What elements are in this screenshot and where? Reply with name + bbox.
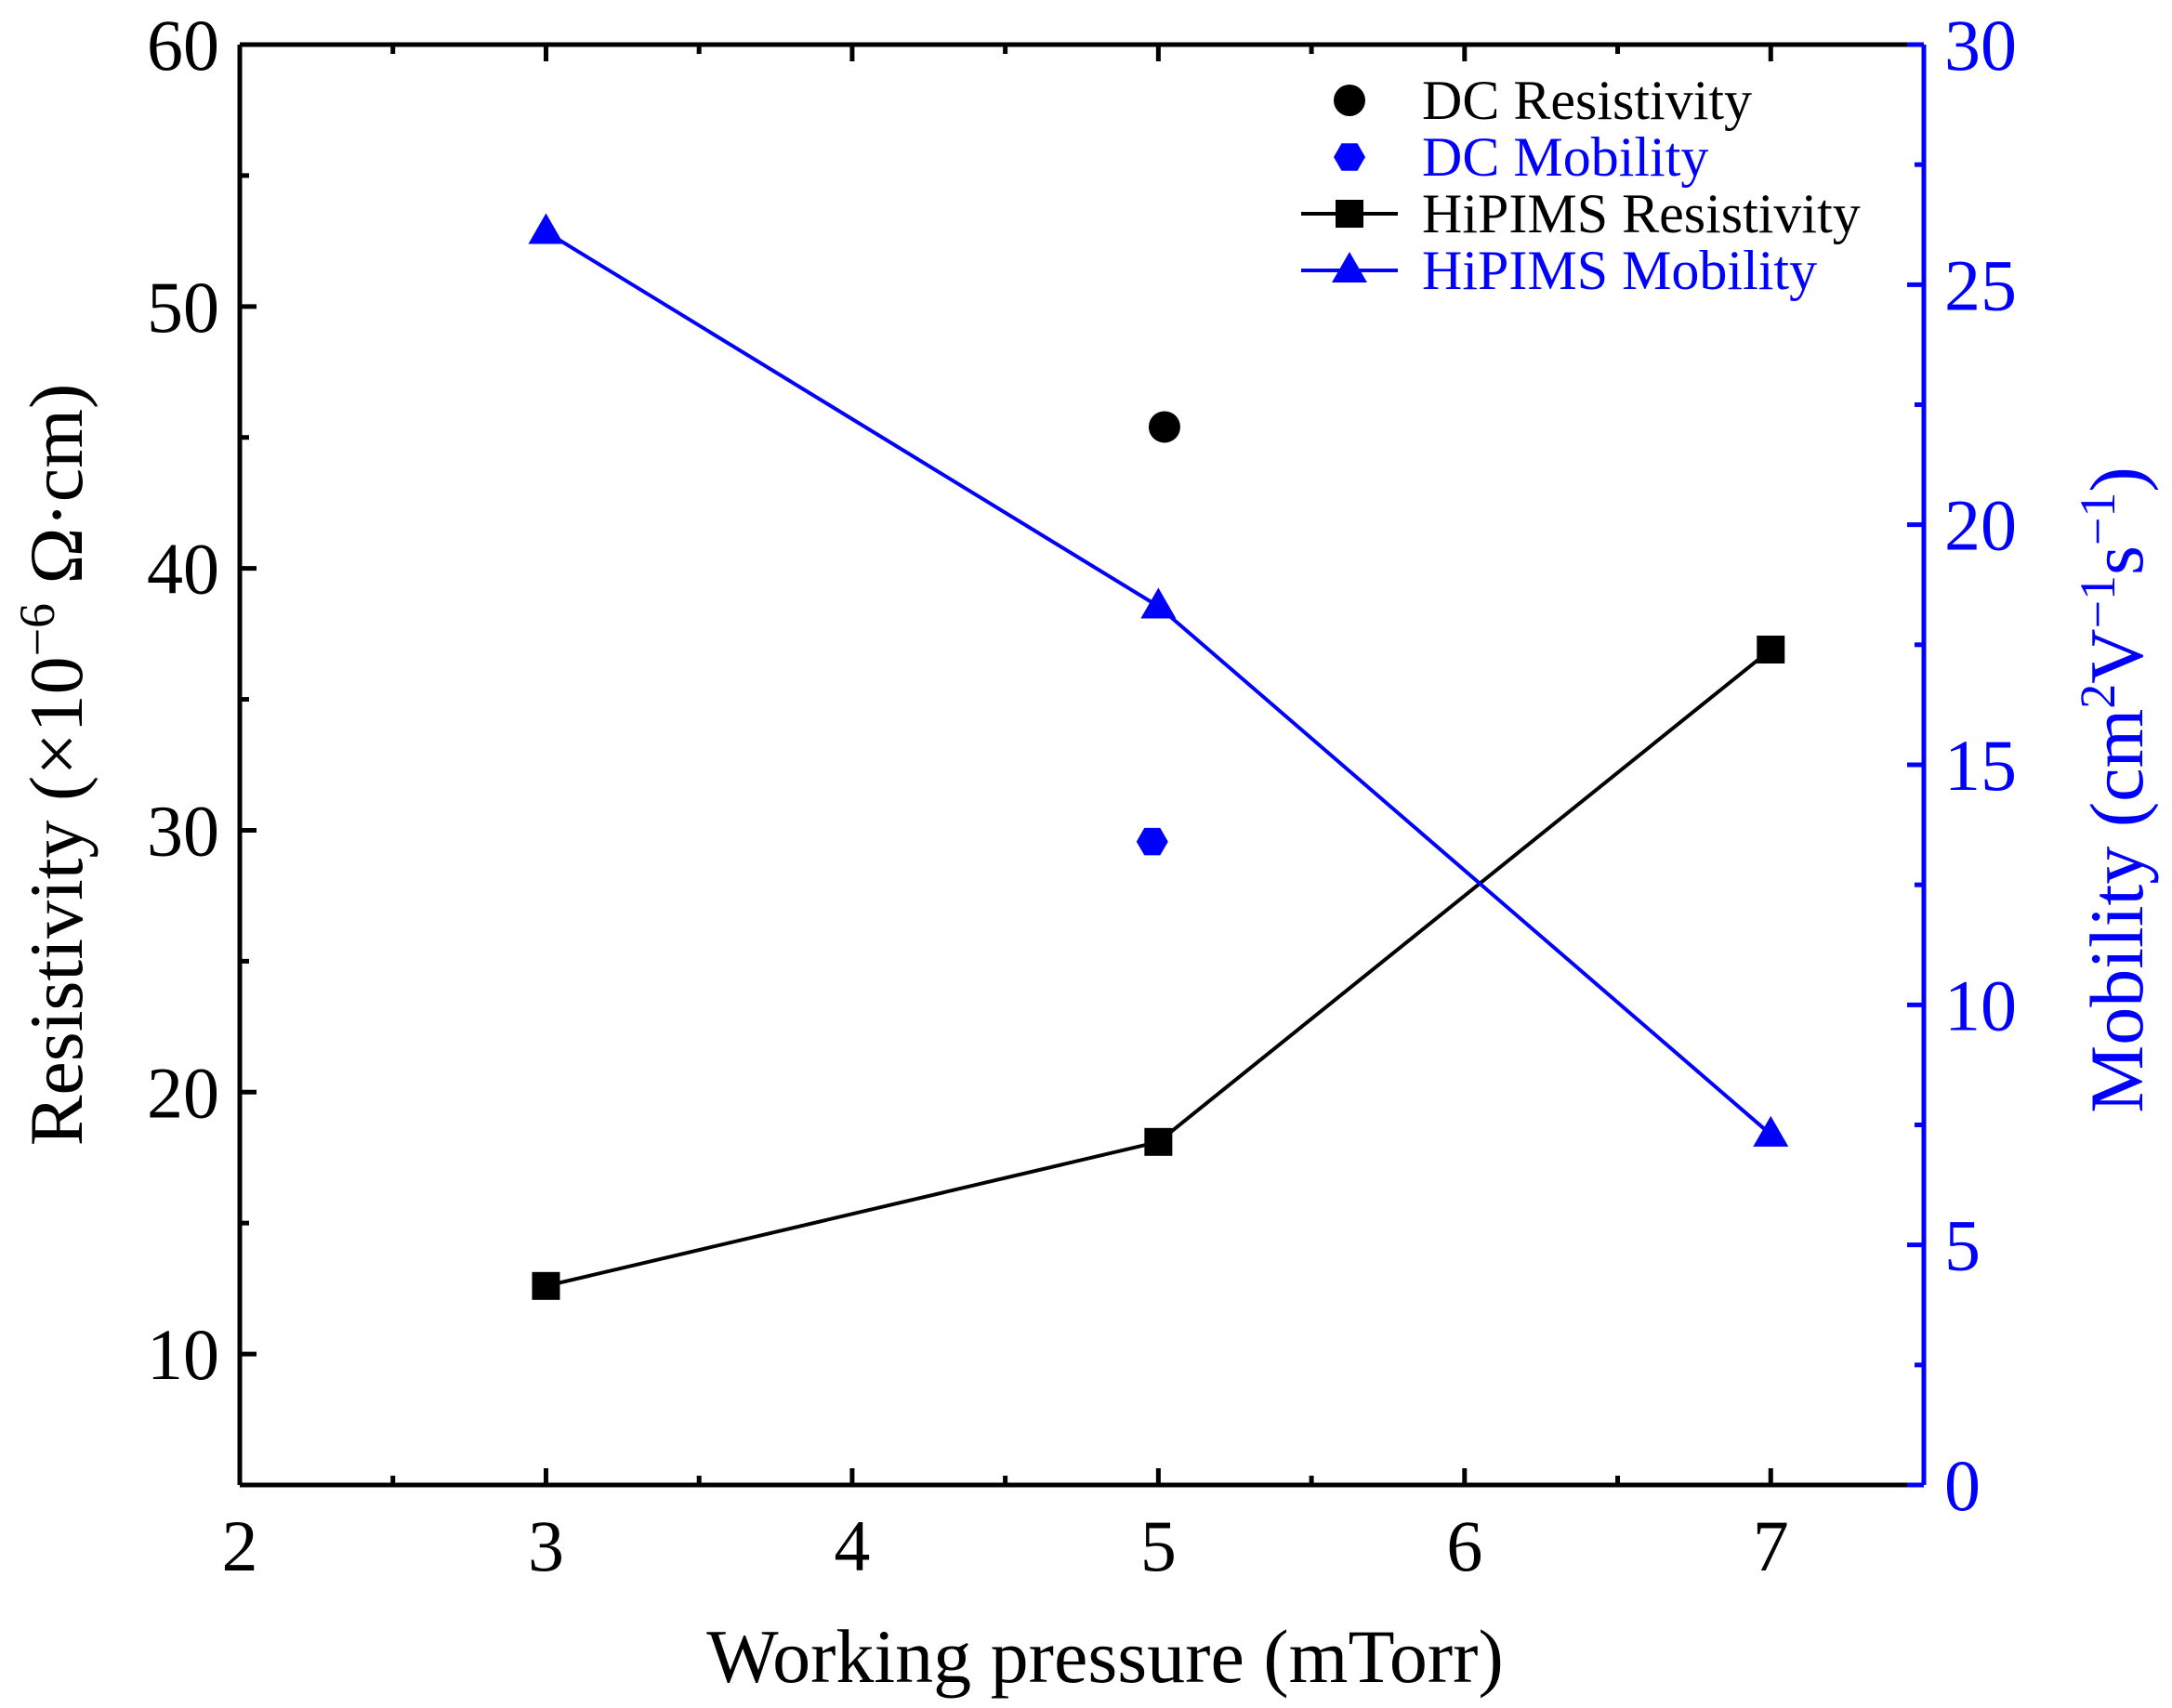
y-left-tick-label: 10 <box>147 1314 219 1395</box>
x-tick-label: 2 <box>222 1505 258 1586</box>
legend-hipims-mobility-marker <box>1332 252 1367 282</box>
legend-dc-resistivity-label: DC Resistivity <box>1422 70 1752 131</box>
y-right-tick-label: 30 <box>1944 5 2017 85</box>
y-right-tick-label: 25 <box>1944 244 2017 325</box>
dc-mobility-point <box>1136 827 1168 856</box>
y-right-tick-label: 5 <box>1944 1205 1981 1286</box>
y-right-tick-label: 15 <box>1944 725 2017 806</box>
hipims-mobility-point <box>1753 1115 1789 1147</box>
y-left-tick-label: 60 <box>147 5 219 85</box>
hipims-resistivity-point <box>1757 636 1785 663</box>
legend-hipims-resistivity-marker <box>1336 200 1363 228</box>
legend-hipims-mobility-label: HiPIMS Mobility <box>1422 240 1817 301</box>
legend-hipims-resistivity-label: HiPIMS Resistivity <box>1422 183 1861 244</box>
hipims-resistivity-point <box>532 1271 560 1300</box>
legend-dc-resistivity-marker <box>1334 85 1365 116</box>
y-right-tick-label: 0 <box>1944 1445 1981 1526</box>
dc-resistivity-point <box>1148 411 1180 443</box>
x-tick-label: 4 <box>834 1505 870 1586</box>
x-tick-label: 3 <box>528 1505 564 1586</box>
hipims-mobility-point <box>1140 587 1177 619</box>
hipims-mobility-point <box>528 213 564 244</box>
hipims-mobility-line <box>545 230 1772 1136</box>
hipims-resistivity-point <box>1144 1127 1173 1156</box>
x-tick-label: 7 <box>1753 1505 1789 1586</box>
y-left-tick-label: 40 <box>147 529 219 610</box>
y-left-tick-label: 30 <box>147 790 219 871</box>
y-right-tick-label: 10 <box>1944 965 2017 1045</box>
legend-dc-mobility-label: DC Mobility <box>1422 126 1708 188</box>
x-tick-label: 5 <box>1140 1505 1177 1586</box>
y-right-tick-label: 20 <box>1944 485 2017 566</box>
hipims-resistivity-line <box>546 648 1772 1288</box>
x-tick-label: 6 <box>1446 1505 1482 1586</box>
y-left-axis-title: Resistivity (×10−6 Ω·cm) <box>9 384 99 1147</box>
x-axis-title: Working pressure (mTorr) <box>706 1614 1504 1699</box>
y-right-axis-title: Mobility (cm2V−1s−1) <box>2070 466 2159 1112</box>
y-left-tick-label: 20 <box>147 1052 219 1133</box>
legend-dc-mobility-marker <box>1334 143 1365 171</box>
y-left-tick-label: 50 <box>147 267 219 348</box>
